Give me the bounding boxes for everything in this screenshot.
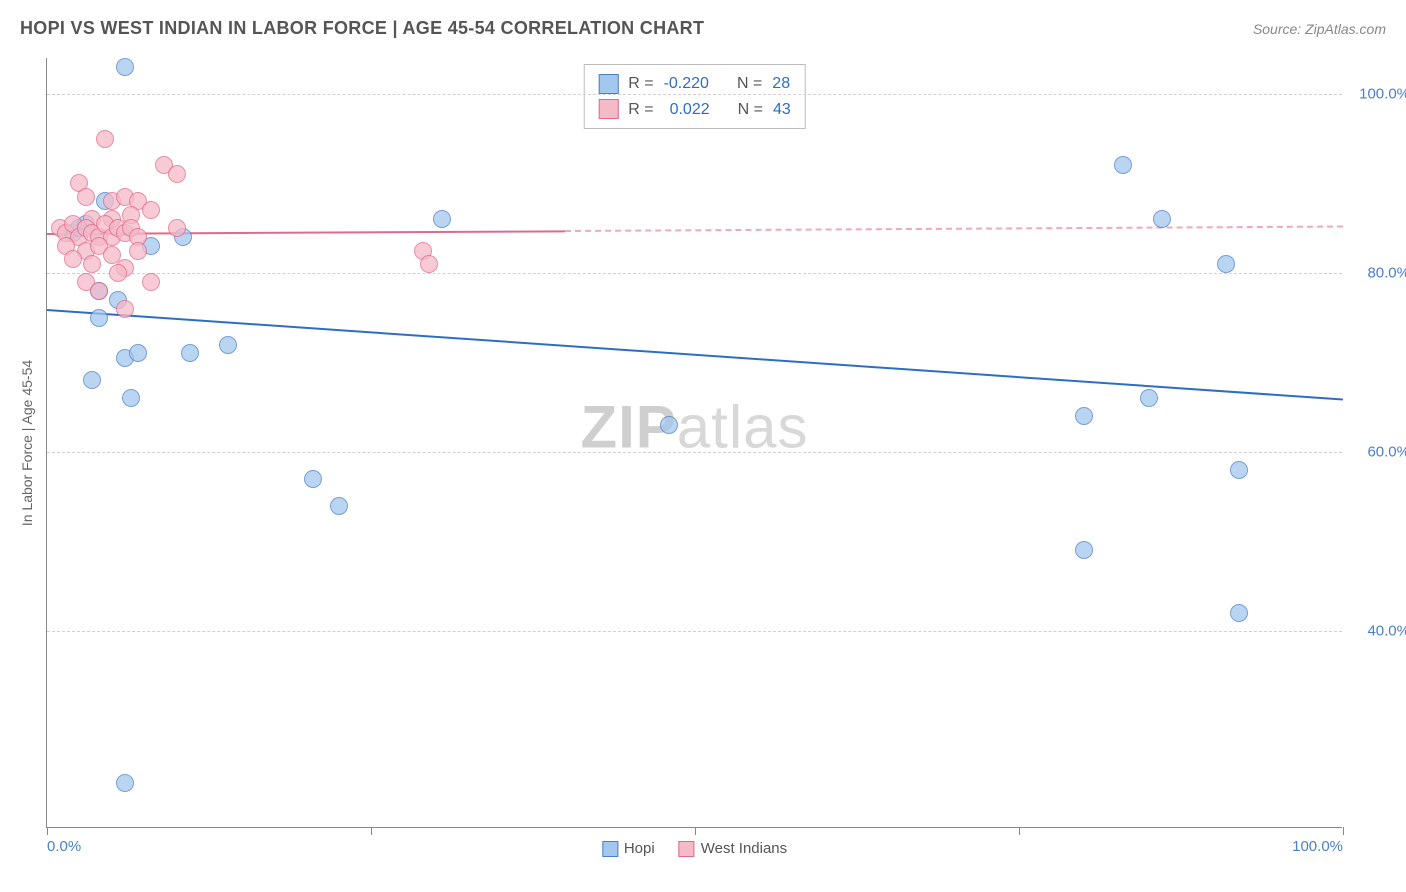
- data-point: [116, 58, 134, 76]
- x-tick-label: 0.0%: [47, 838, 81, 855]
- scatter-chart: In Labor Force | Age 45-54 ZIPatlas R = …: [46, 58, 1342, 828]
- data-point: [660, 416, 678, 434]
- data-point: [96, 130, 114, 148]
- x-tick: [695, 827, 696, 835]
- data-point: [168, 219, 186, 237]
- stats-row-west: R = 0.022 N = 43: [598, 97, 791, 123]
- data-point: [83, 255, 101, 273]
- data-point: [1217, 255, 1235, 273]
- n-label: N =: [738, 97, 763, 123]
- data-point: [142, 201, 160, 219]
- data-point: [181, 344, 199, 362]
- header-bar: HOPI VS WEST INDIAN IN LABOR FORCE | AGE…: [20, 18, 1386, 39]
- chart-title: HOPI VS WEST INDIAN IN LABOR FORCE | AGE…: [20, 18, 704, 39]
- stats-legend: R = -0.220 N = 28 R = 0.022 N = 43: [583, 64, 806, 129]
- n-value-hopi: 28: [772, 71, 790, 97]
- legend-west: West Indians: [679, 840, 787, 857]
- r-label: R =: [628, 97, 653, 123]
- swatch-pink: [598, 99, 618, 119]
- r-value-west: 0.022: [670, 97, 710, 123]
- legend-hopi: Hopi: [602, 840, 655, 857]
- gridline-h: [47, 94, 1342, 95]
- series-legend: Hopi West Indians: [602, 840, 787, 857]
- data-point: [330, 497, 348, 515]
- legend-west-label: West Indians: [701, 840, 787, 857]
- x-tick-label: 100.0%: [1292, 838, 1343, 855]
- data-point: [142, 273, 160, 291]
- data-point: [219, 336, 237, 354]
- data-point: [1075, 541, 1093, 559]
- data-point: [1140, 389, 1158, 407]
- data-point: [129, 344, 147, 362]
- data-point: [1114, 156, 1132, 174]
- r-value-hopi: -0.220: [664, 71, 709, 97]
- data-point: [1075, 407, 1093, 425]
- swatch-pink-icon: [679, 841, 695, 857]
- x-tick: [1343, 827, 1344, 835]
- trendline: [47, 309, 1343, 401]
- x-tick: [1019, 827, 1020, 835]
- y-tick-label: 80.0%: [1367, 264, 1406, 281]
- y-tick-label: 40.0%: [1367, 623, 1406, 640]
- x-tick: [371, 827, 372, 835]
- swatch-blue-icon: [602, 841, 618, 857]
- gridline-h: [47, 273, 1342, 274]
- trendline: [565, 225, 1343, 231]
- data-point: [1230, 461, 1248, 479]
- gridline-h: [47, 631, 1342, 632]
- data-point: [116, 774, 134, 792]
- data-point: [1230, 604, 1248, 622]
- swatch-blue: [598, 74, 618, 94]
- data-point: [77, 188, 95, 206]
- data-point: [109, 264, 127, 282]
- x-tick: [47, 827, 48, 835]
- data-point: [116, 300, 134, 318]
- y-tick-label: 60.0%: [1367, 443, 1406, 460]
- gridline-h: [47, 452, 1342, 453]
- data-point: [83, 371, 101, 389]
- data-point: [168, 165, 186, 183]
- data-point: [420, 255, 438, 273]
- source-label: Source: ZipAtlas.com: [1253, 21, 1386, 37]
- data-point: [1153, 210, 1171, 228]
- y-tick-label: 100.0%: [1359, 85, 1406, 102]
- stats-row-hopi: R = -0.220 N = 28: [598, 71, 791, 97]
- data-point: [129, 242, 147, 260]
- r-label: R =: [628, 71, 653, 97]
- data-point: [433, 210, 451, 228]
- data-point: [90, 309, 108, 327]
- y-axis-title: In Labor Force | Age 45-54: [19, 359, 35, 525]
- data-point: [90, 282, 108, 300]
- data-point: [64, 250, 82, 268]
- data-point: [122, 389, 140, 407]
- n-value-west: 43: [773, 97, 791, 123]
- n-label: N =: [737, 71, 762, 97]
- legend-hopi-label: Hopi: [624, 840, 655, 857]
- watermark-atlas: atlas: [677, 394, 809, 461]
- data-point: [304, 470, 322, 488]
